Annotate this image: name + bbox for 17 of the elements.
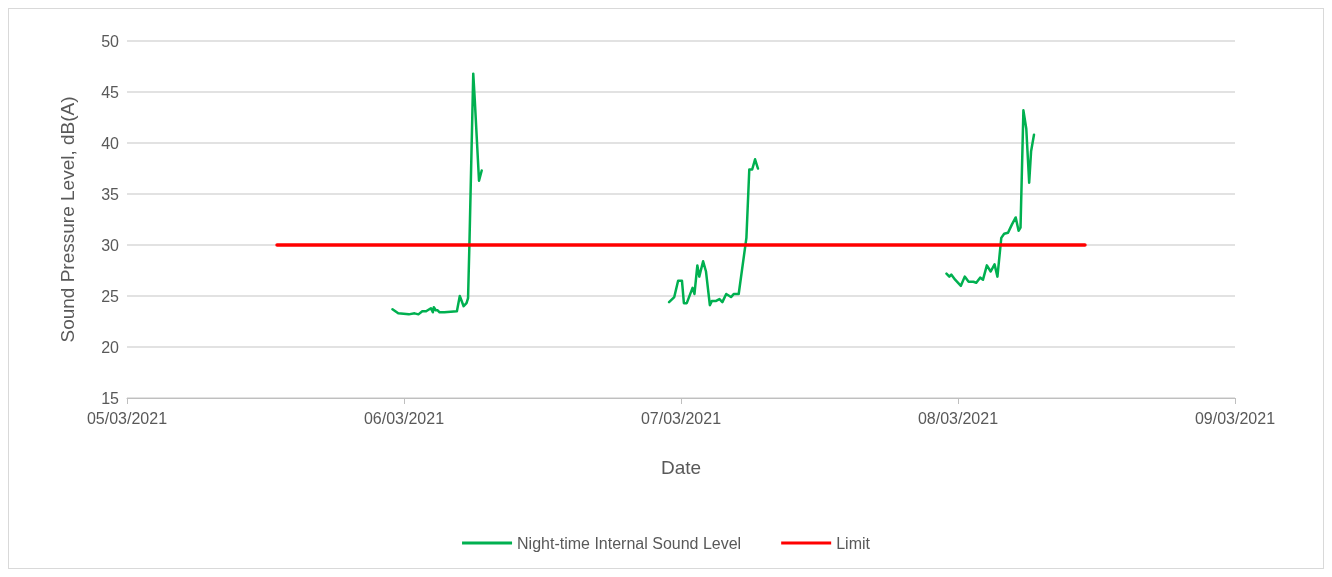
y-tick-label: 45	[101, 83, 120, 101]
y-tick-label: 30	[101, 236, 120, 254]
y-tick-label: 50	[101, 32, 120, 50]
x-tick-label: 07/03/2021	[640, 409, 722, 427]
x-axis-title: Date	[660, 457, 702, 478]
x-tick-label: 08/03/2021	[917, 409, 999, 427]
legend-label: Night-time Internal Sound Level	[517, 534, 742, 552]
y-tick-label: 20	[101, 338, 120, 356]
x-tick-label: 09/03/2021	[1194, 409, 1276, 427]
y-tick-label: 40	[101, 134, 120, 152]
y-axis-title: Sound Pressure Level, dB(A)	[57, 96, 78, 343]
y-tick-label: 25	[101, 287, 120, 305]
y-tick-label: 15	[101, 389, 120, 407]
x-tick-label: 06/03/2021	[363, 409, 445, 427]
x-tick-label: 05/03/2021	[86, 409, 168, 427]
y-tick-label: 35	[101, 185, 120, 203]
legend-label: Limit	[836, 534, 871, 552]
